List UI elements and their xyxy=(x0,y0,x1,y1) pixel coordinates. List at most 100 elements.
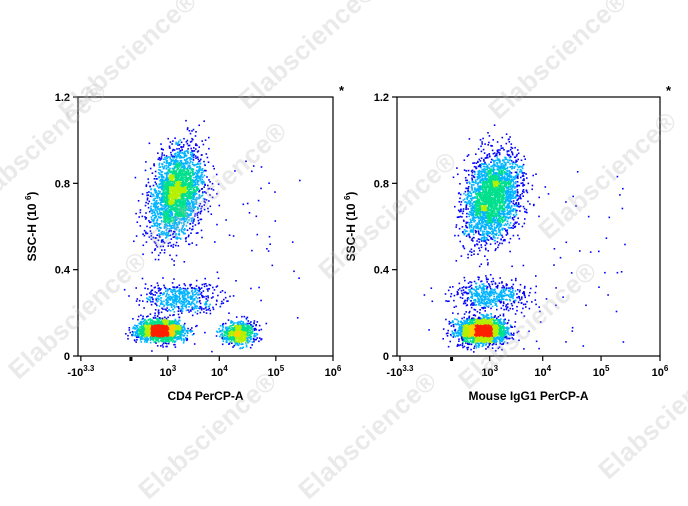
event-point xyxy=(245,345,248,348)
event-point xyxy=(178,326,181,328)
event-point xyxy=(170,322,173,325)
event-point xyxy=(180,214,182,217)
event-point xyxy=(161,171,164,173)
event-point xyxy=(159,294,162,297)
event-point xyxy=(165,211,167,214)
event-point xyxy=(157,330,159,333)
event-point xyxy=(161,187,164,190)
event-point xyxy=(163,211,166,213)
event-point xyxy=(169,329,171,331)
event-point xyxy=(173,288,175,290)
event-point xyxy=(148,210,151,213)
event-point xyxy=(197,207,200,210)
event-point xyxy=(197,184,200,186)
event-point xyxy=(166,310,169,312)
event-point xyxy=(173,219,175,222)
event-point xyxy=(170,213,172,215)
event-point xyxy=(190,186,193,189)
event-point xyxy=(176,169,178,171)
event-point xyxy=(185,175,187,178)
event-point xyxy=(152,205,155,208)
event-point xyxy=(182,169,185,172)
event-point xyxy=(144,338,147,341)
event-point xyxy=(183,229,186,231)
event-point xyxy=(176,323,178,326)
event-point xyxy=(191,330,194,332)
event-point xyxy=(206,285,208,287)
event-point xyxy=(150,235,153,237)
event-point xyxy=(176,223,179,226)
event-point xyxy=(191,219,193,221)
event-point xyxy=(148,236,151,238)
event-point xyxy=(147,319,150,321)
event-point xyxy=(171,189,173,191)
event-point xyxy=(177,313,180,316)
event-point xyxy=(160,299,162,302)
event-point xyxy=(143,319,146,321)
event-point xyxy=(196,305,199,308)
event-point xyxy=(171,296,173,298)
event-point xyxy=(178,307,180,310)
event-point xyxy=(155,216,157,218)
event-point xyxy=(183,156,185,159)
event-point xyxy=(167,335,169,337)
event-point xyxy=(192,193,194,195)
event-point xyxy=(164,333,166,336)
event-point xyxy=(164,342,167,344)
event-point xyxy=(159,159,161,161)
event-point xyxy=(165,234,168,237)
event-point xyxy=(175,295,177,297)
event-point xyxy=(197,219,200,222)
event-point xyxy=(174,175,177,177)
event-point xyxy=(158,216,161,219)
event-point xyxy=(155,215,157,217)
event-point xyxy=(144,218,147,220)
event-point xyxy=(166,192,168,195)
event-point xyxy=(167,289,169,291)
event-point xyxy=(200,229,203,232)
event-point xyxy=(192,300,194,302)
event-point xyxy=(153,217,156,219)
event-point xyxy=(172,157,175,159)
event-point xyxy=(164,222,167,224)
event-point xyxy=(153,178,156,180)
event-point xyxy=(168,176,171,178)
event-point xyxy=(159,179,161,182)
event-point xyxy=(176,195,179,198)
event-point xyxy=(175,187,178,190)
event-point xyxy=(175,254,178,257)
event-point xyxy=(160,204,163,207)
event-point xyxy=(161,188,163,191)
event-point xyxy=(197,172,200,174)
event-point xyxy=(179,194,182,196)
event-point xyxy=(179,221,181,224)
event-point xyxy=(170,178,172,181)
event-point xyxy=(156,184,158,187)
event-point xyxy=(160,333,162,336)
event-point xyxy=(165,302,167,304)
event-point xyxy=(151,350,153,352)
event-point xyxy=(167,172,170,175)
event-point xyxy=(169,310,172,312)
event-point xyxy=(185,198,187,200)
event-point xyxy=(159,214,162,216)
event-point xyxy=(196,212,199,215)
event-point xyxy=(187,152,189,154)
event-point xyxy=(193,201,195,203)
event-point xyxy=(172,191,174,194)
event-point xyxy=(175,216,178,218)
event-point xyxy=(173,320,176,323)
event-point xyxy=(181,195,183,197)
event-point xyxy=(163,332,165,334)
event-point xyxy=(185,288,188,291)
event-point xyxy=(185,309,188,312)
event-point xyxy=(172,201,174,203)
event-point xyxy=(159,317,161,319)
event-point xyxy=(249,329,252,332)
event-point xyxy=(169,254,171,257)
event-point xyxy=(145,231,147,234)
event-point xyxy=(198,124,200,127)
event-point xyxy=(146,315,148,318)
event-point xyxy=(177,194,179,197)
